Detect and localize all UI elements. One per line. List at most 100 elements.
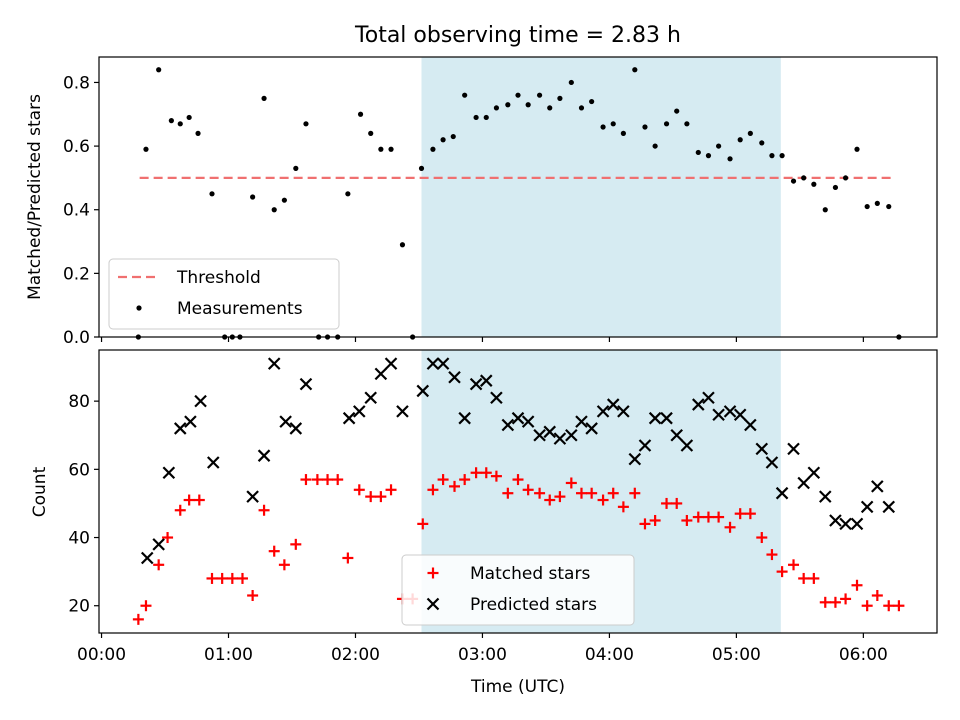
matched-star-marker bbox=[437, 474, 449, 486]
matched-star-marker bbox=[649, 514, 661, 526]
bottom-axes-frame bbox=[98, 349, 938, 634]
top-y-tick-label: 0.0 bbox=[63, 328, 90, 348]
matched-star-marker bbox=[744, 508, 756, 520]
x-tick-label: 06:00 bbox=[839, 645, 888, 665]
matched-star-marker bbox=[385, 484, 397, 496]
bottom-y-tick-label: 20 bbox=[68, 597, 90, 617]
predicted-star-marker bbox=[206, 456, 220, 469]
matched-star-marker bbox=[681, 514, 693, 526]
matched-star-marker bbox=[427, 484, 439, 496]
predicted-star-marker bbox=[436, 357, 450, 370]
measurement-point bbox=[557, 95, 563, 101]
predicted-star-marker bbox=[246, 490, 259, 503]
predicted-star-marker bbox=[374, 367, 388, 381]
measurement-point bbox=[493, 105, 500, 111]
matched-star-marker bbox=[193, 494, 205, 506]
legend-matched-swatch bbox=[427, 567, 439, 579]
matched-star-markers bbox=[132, 467, 905, 625]
x-tick-label: 02:00 bbox=[331, 645, 380, 665]
matched-star-marker bbox=[713, 511, 725, 523]
matched-star-marker bbox=[840, 593, 852, 605]
predicted-star-marker bbox=[533, 428, 546, 442]
predicted-star-marker bbox=[744, 418, 757, 432]
legend-measurement-swatch bbox=[136, 305, 142, 311]
measurement-point bbox=[886, 203, 892, 210]
predicted-star-marker bbox=[469, 377, 483, 391]
measurement-point bbox=[864, 203, 870, 210]
matched-star-marker bbox=[629, 487, 641, 499]
matched-star-marker bbox=[671, 497, 683, 509]
chart-title: Total observing time = 2.83 h bbox=[354, 23, 681, 48]
measurement-point bbox=[811, 181, 817, 187]
matched-star-marker bbox=[756, 532, 768, 544]
predicted-star-marker bbox=[267, 357, 281, 370]
predicted-star-marker bbox=[797, 476, 810, 490]
measurement-point bbox=[515, 92, 521, 98]
predicted-star-marker bbox=[692, 398, 705, 411]
matched-star-marker bbox=[459, 474, 471, 486]
matched-star-marker bbox=[597, 494, 609, 506]
matched-star-marker bbox=[607, 487, 619, 499]
predicted-star-marker bbox=[850, 517, 864, 531]
predicted-star-marker bbox=[585, 422, 598, 435]
measurement-point bbox=[271, 207, 277, 213]
matched-star-marker bbox=[512, 474, 524, 486]
measurement-point bbox=[652, 143, 658, 149]
matched-star-marker bbox=[153, 559, 165, 571]
matched-star-marker bbox=[268, 545, 280, 557]
measurement-point bbox=[388, 146, 394, 152]
measurement-point bbox=[345, 191, 351, 197]
measurement-point bbox=[525, 102, 531, 108]
bottom-x-ticks: 00:00 01:00 02:00 03:00 04:00 05:00 06:00 bbox=[77, 633, 888, 665]
predicted-star-marker bbox=[416, 384, 430, 398]
matched-star-marker bbox=[776, 566, 788, 578]
matched-star-marker bbox=[216, 572, 228, 584]
matched-star-marker bbox=[417, 518, 429, 530]
matched-star-marker bbox=[449, 480, 461, 492]
measurement-point bbox=[737, 137, 743, 143]
top-y-tick-label: 0.2 bbox=[63, 264, 90, 284]
measurement-point bbox=[293, 165, 299, 171]
measurement-point bbox=[209, 191, 215, 197]
bottom-y-ticks: 20 40 60 80 bbox=[68, 392, 99, 617]
predicted-star-marker bbox=[596, 405, 610, 418]
matched-star-marker bbox=[788, 559, 800, 571]
matched-star-marker bbox=[162, 532, 174, 544]
measurement-point bbox=[483, 114, 489, 121]
measurement-point bbox=[674, 108, 680, 114]
matched-star-marker bbox=[183, 494, 195, 506]
bottom-y-tick-label: 40 bbox=[68, 529, 90, 549]
top-x-ticks bbox=[100, 337, 864, 342]
matched-star-marker bbox=[861, 600, 873, 612]
measurement-point bbox=[578, 105, 585, 111]
measurement-point bbox=[143, 146, 149, 152]
measurement-point bbox=[303, 121, 309, 127]
measurement-point bbox=[473, 114, 479, 121]
measurement-point bbox=[620, 130, 626, 136]
matched-star-marker bbox=[586, 487, 598, 499]
legend-measurement-label: Measurements bbox=[177, 299, 303, 319]
predicted-star-marker bbox=[733, 408, 747, 422]
measurement-point bbox=[759, 140, 765, 146]
matched-star-marker bbox=[332, 474, 344, 486]
measurement-point bbox=[716, 143, 722, 149]
predicted-star-marker bbox=[660, 411, 673, 425]
x-tick-label: 05:00 bbox=[712, 645, 761, 665]
matched-star-marker bbox=[140, 600, 152, 612]
predicted-star-marker bbox=[458, 411, 471, 425]
legend-threshold-label: Threshold bbox=[176, 268, 261, 288]
predicted-star-marker bbox=[543, 425, 557, 439]
measurement-point bbox=[536, 92, 543, 98]
measurement-point bbox=[769, 153, 775, 159]
measurement-point bbox=[832, 184, 839, 191]
matched-star-marker bbox=[353, 484, 365, 496]
matched-star-marker bbox=[829, 596, 841, 608]
measurement-point bbox=[842, 175, 849, 181]
matched-star-marker bbox=[575, 487, 587, 499]
measurement-point bbox=[600, 124, 606, 130]
predicted-star-marker bbox=[575, 415, 588, 428]
top-panel: 0.00.20.40.60.8 Matched/Predicted stars … bbox=[25, 56, 938, 348]
matched-star-marker bbox=[534, 487, 546, 499]
matched-star-marker bbox=[565, 477, 577, 489]
